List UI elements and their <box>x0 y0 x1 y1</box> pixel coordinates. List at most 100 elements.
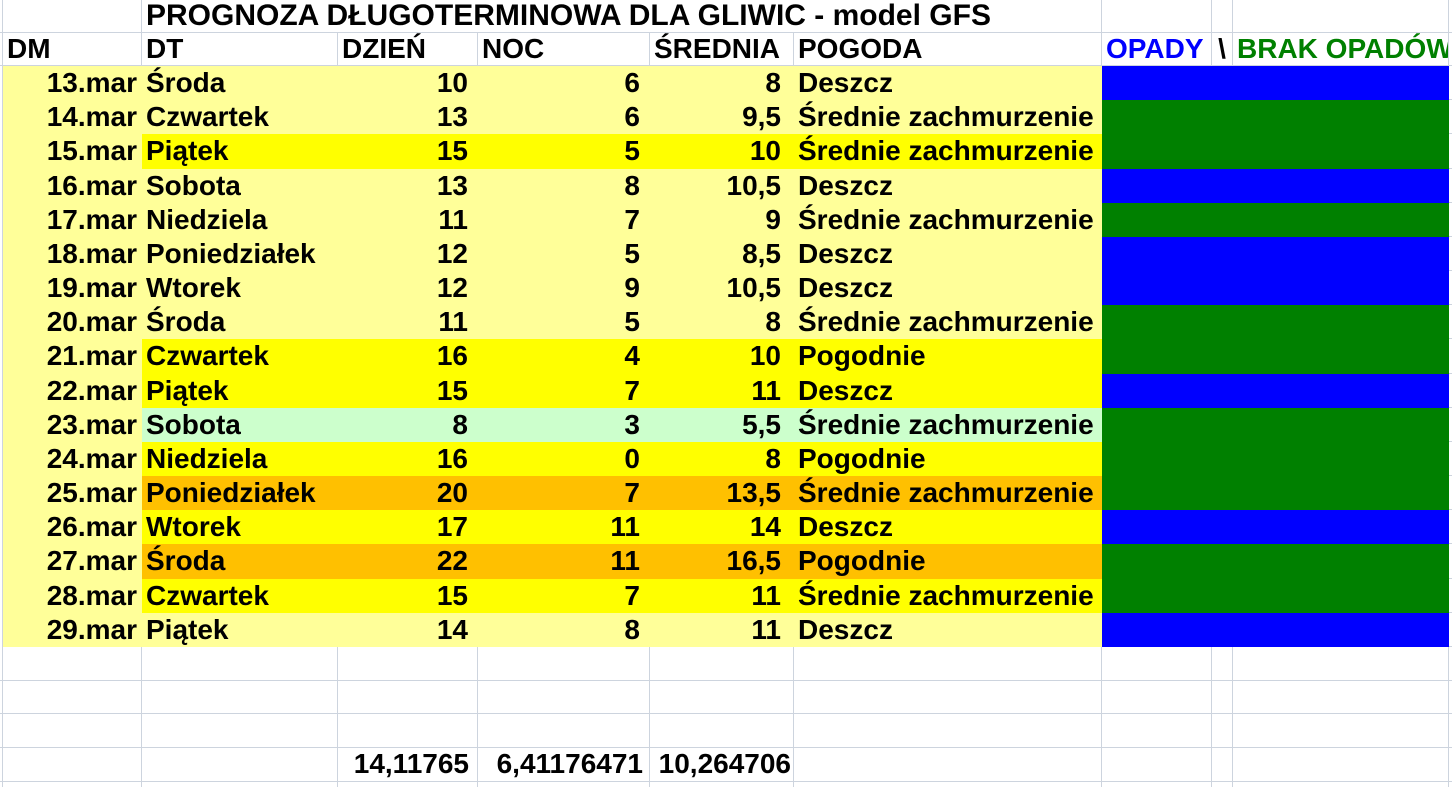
precip-band[interactable] <box>1102 100 1449 135</box>
empty-cell[interactable] <box>1212 714 1233 747</box>
cell-night-temp[interactable]: 5 <box>478 134 650 169</box>
empty-cell[interactable] <box>650 714 794 747</box>
cell-date[interactable]: 17.mar <box>3 202 142 237</box>
cell-avg-temp[interactable]: 16,5 <box>650 544 794 579</box>
empty-cell[interactable] <box>1233 714 1449 747</box>
cell-day-temp[interactable]: 13 <box>338 100 478 135</box>
empty-cell[interactable] <box>1102 646 1212 680</box>
cell-avg-temp[interactable]: 10 <box>650 339 794 374</box>
precip-band[interactable] <box>1102 578 1449 613</box>
header-brak-opadow[interactable]: BRAK OPADÓW <box>1233 33 1449 65</box>
cell-date[interactable]: 22.mar <box>3 373 142 408</box>
cell-day[interactable]: Piątek <box>142 612 338 647</box>
empty-cell[interactable] <box>3 646 142 680</box>
cell-day[interactable]: Czwartek <box>142 339 338 374</box>
empty-cell[interactable] <box>338 646 478 680</box>
cell-day-temp[interactable]: 12 <box>338 271 478 306</box>
header-pogoda[interactable]: POGODA <box>794 33 1102 65</box>
cell-date[interactable]: 26.mar <box>3 510 142 545</box>
header-noc[interactable]: NOC <box>478 33 650 65</box>
cell-weather[interactable]: Średnie zachmurzenie <box>794 476 1102 511</box>
cell-weather[interactable]: Średnie zachmurzenie <box>794 134 1102 169</box>
cell-weather[interactable]: Deszcz <box>794 373 1102 408</box>
cell-date[interactable]: 24.mar <box>3 441 142 477</box>
cell-weather[interactable]: Średnie zachmurzenie <box>794 578 1102 613</box>
cell-day-temp[interactable]: 15 <box>338 578 478 613</box>
cell-weather[interactable]: Średnie zachmurzenie <box>794 407 1102 442</box>
cell-avg-temp[interactable]: 8,5 <box>650 236 794 272</box>
cell-day[interactable]: Poniedziałek <box>142 236 338 272</box>
cell-date[interactable]: 25.mar <box>3 476 142 511</box>
precip-band[interactable] <box>1102 66 1449 101</box>
cell-avg-temp[interactable]: 5,5 <box>650 407 794 442</box>
cell-day-temp[interactable]: 8 <box>338 407 478 442</box>
header-dzien[interactable]: DZIEŃ <box>338 33 478 65</box>
empty-cell[interactable] <box>1102 0 1212 32</box>
cell-night-temp[interactable]: 3 <box>478 407 650 442</box>
empty-cell[interactable] <box>1212 747 1233 781</box>
precip-band[interactable] <box>1102 236 1449 272</box>
avg-avg-temp[interactable]: 10,264706 <box>650 747 794 781</box>
cell-day[interactable]: Piątek <box>142 373 338 408</box>
empty-cell[interactable] <box>142 714 338 747</box>
cell-night-temp[interactable]: 11 <box>478 510 650 545</box>
empty-cell[interactable] <box>1102 680 1212 714</box>
cell-day[interactable]: Czwartek <box>142 100 338 135</box>
empty-cell[interactable] <box>3 714 142 747</box>
empty-cell[interactable] <box>1233 680 1449 714</box>
cell-avg-temp[interactable]: 8 <box>650 305 794 340</box>
cell-weather[interactable]: Średnie zachmurzenie <box>794 305 1102 340</box>
cell-night-temp[interactable]: 8 <box>478 168 650 203</box>
cell-date[interactable]: 14.mar <box>3 100 142 135</box>
empty-cell[interactable] <box>142 747 338 781</box>
cell-night-temp[interactable]: 5 <box>478 305 650 340</box>
cell-day[interactable]: Wtorek <box>142 510 338 545</box>
cell-avg-temp[interactable]: 11 <box>650 578 794 613</box>
empty-cell[interactable] <box>794 781 1102 787</box>
cell-avg-temp[interactable]: 10,5 <box>650 168 794 203</box>
cell-day-temp[interactable]: 16 <box>338 339 478 374</box>
avg-night-temp[interactable]: 6,41176471 <box>478 747 650 781</box>
cell-weather[interactable]: Pogodnie <box>794 441 1102 477</box>
precip-band[interactable] <box>1102 407 1449 442</box>
empty-cell[interactable] <box>3 680 142 714</box>
cell-day-temp[interactable]: 17 <box>338 510 478 545</box>
empty-cell[interactable] <box>3 747 142 781</box>
precip-band[interactable] <box>1102 339 1449 374</box>
cell-day[interactable]: Wtorek <box>142 271 338 306</box>
cell-date[interactable]: 23.mar <box>3 407 142 442</box>
empty-cell[interactable] <box>650 781 794 787</box>
cell-date[interactable]: 16.mar <box>3 168 142 203</box>
empty-cell[interactable] <box>338 714 478 747</box>
cell-weather[interactable]: Deszcz <box>794 271 1102 306</box>
empty-cell[interactable] <box>478 646 650 680</box>
empty-cell[interactable] <box>1212 0 1233 32</box>
cell-night-temp[interactable]: 5 <box>478 236 650 272</box>
cell-night-temp[interactable]: 7 <box>478 476 650 511</box>
cell-date[interactable]: 20.mar <box>3 305 142 340</box>
precip-band[interactable] <box>1102 134 1449 169</box>
header-srednia[interactable]: ŚREDNIA <box>650 33 794 65</box>
cell-day[interactable]: Czwartek <box>142 578 338 613</box>
cell-weather[interactable]: Średnie zachmurzenie <box>794 100 1102 135</box>
precip-band[interactable] <box>1102 373 1449 408</box>
empty-cell[interactable] <box>1212 680 1233 714</box>
empty-cell[interactable] <box>794 680 1102 714</box>
cell-day[interactable]: Poniedziałek <box>142 476 338 511</box>
empty-cell[interactable] <box>338 781 478 787</box>
cell-day-temp[interactable]: 10 <box>338 66 478 101</box>
precip-band[interactable] <box>1102 476 1449 511</box>
cell-day-temp[interactable]: 11 <box>338 202 478 237</box>
header-dt[interactable]: DT <box>142 33 338 65</box>
cell-avg-temp[interactable]: 10,5 <box>650 271 794 306</box>
avg-day-temp[interactable]: 14,11765 <box>338 747 478 781</box>
cell-day-temp[interactable]: 22 <box>338 544 478 579</box>
cell-weather[interactable]: Deszcz <box>794 66 1102 101</box>
cell-weather[interactable]: Deszcz <box>794 168 1102 203</box>
empty-cell[interactable] <box>1102 747 1212 781</box>
empty-cell[interactable] <box>3 781 142 787</box>
empty-cell[interactable] <box>1212 781 1233 787</box>
cell-night-temp[interactable]: 4 <box>478 339 650 374</box>
cell-night-temp[interactable]: 11 <box>478 544 650 579</box>
cell-date[interactable]: 13.mar <box>3 66 142 101</box>
